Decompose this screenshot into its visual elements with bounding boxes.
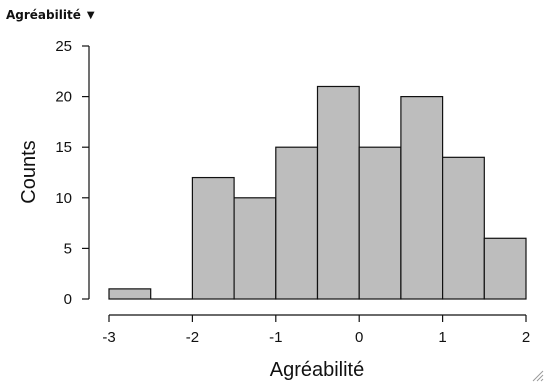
y-tick-label: 10: [55, 190, 72, 207]
histogram-bar: [358, 146, 402, 300]
y-axis: 0 5 10 15 20 25: [55, 38, 90, 308]
x-tick-label: -2: [186, 329, 199, 346]
histogram-bar: [108, 288, 152, 300]
x-tick-label: -1: [269, 329, 282, 346]
bars-group: [108, 85, 527, 300]
y-tick-label: 0: [64, 291, 72, 308]
x-tick-label: 2: [522, 329, 530, 346]
y-tick-label: 15: [55, 139, 72, 156]
x-tick-label: -3: [102, 329, 115, 346]
panel-title-label: Agréabilité: [6, 8, 81, 22]
histogram-bar: [191, 176, 235, 300]
x-tick-label: 0: [355, 329, 363, 346]
histogram-bar: [483, 237, 527, 300]
panel-title[interactable]: Agréabilité ▼: [6, 8, 95, 22]
histogram-bar: [316, 85, 360, 300]
y-axis-title: Counts: [18, 140, 40, 203]
histogram-bar: [442, 156, 485, 300]
triangle-down-icon[interactable]: ▼: [86, 9, 95, 21]
y-tick-label: 25: [55, 38, 72, 55]
y-tick-label: 20: [55, 89, 72, 106]
resize-grip-icon[interactable]: [532, 370, 544, 382]
y-tick-label: 5: [64, 240, 72, 257]
histogram-bar: [233, 197, 277, 300]
histogram-bar: [400, 95, 444, 300]
x-tick-label: 1: [438, 329, 446, 346]
x-axis-title: Agréabilité: [270, 359, 365, 381]
histogram-bar: [275, 146, 319, 300]
x-axis: -3 -2 -1 0 1 2: [102, 314, 530, 346]
